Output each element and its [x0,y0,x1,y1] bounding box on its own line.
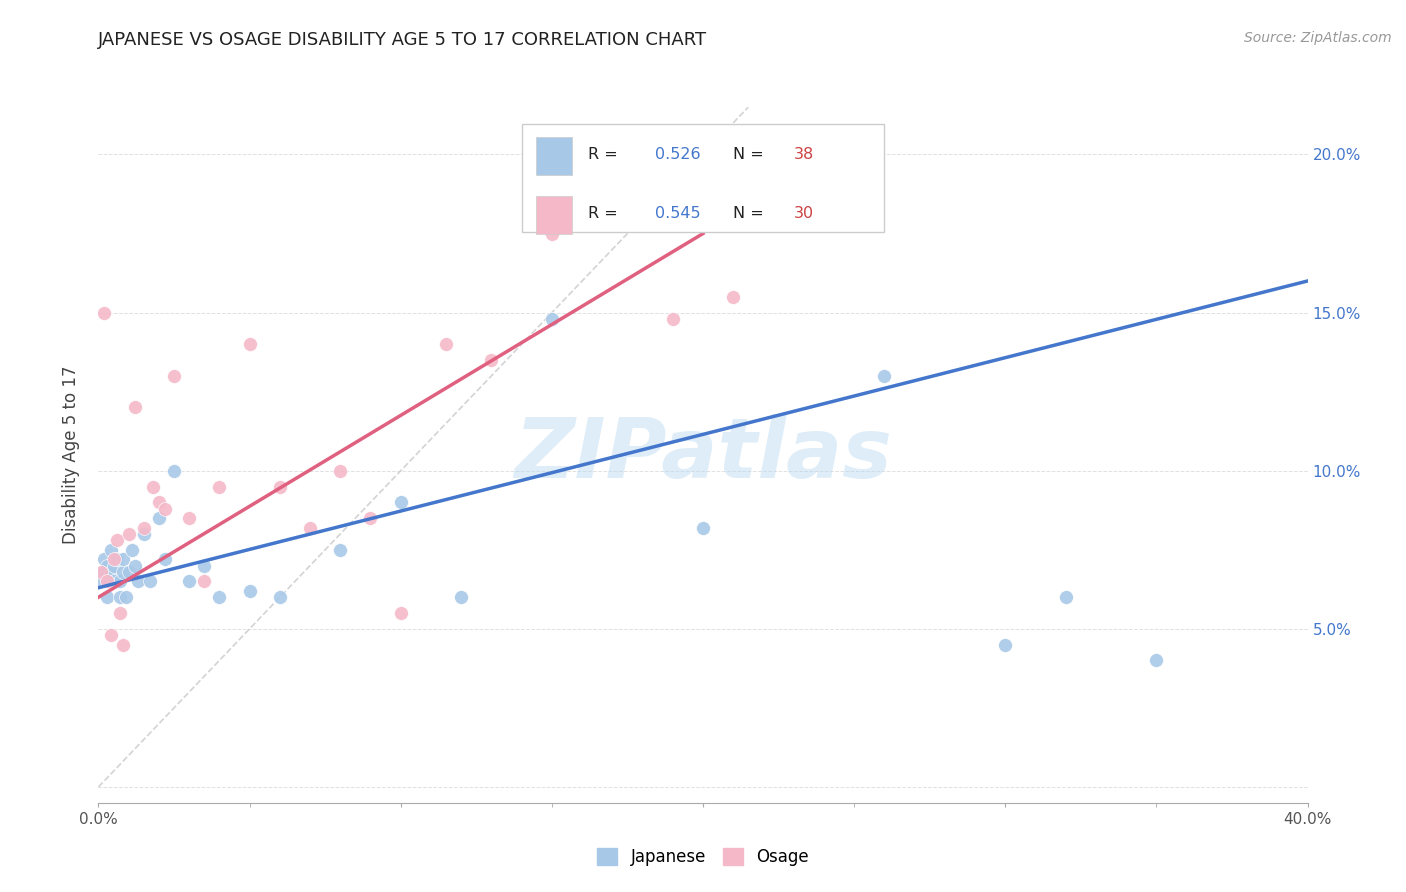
Text: 30: 30 [793,206,814,221]
Text: R =: R = [588,206,623,221]
Text: 0.545: 0.545 [655,206,700,221]
Text: N =: N = [734,206,769,221]
Point [299,521,322,535]
Point [96,591,118,605]
Point [90,565,112,579]
Point [118,527,141,541]
Point [179,511,201,525]
FancyBboxPatch shape [536,196,572,235]
Point [124,401,146,415]
Point [96,558,118,573]
Point [148,511,170,525]
Point [103,552,125,566]
Point [602,194,624,209]
Point [108,574,131,589]
Point [389,495,412,509]
Point [540,227,562,241]
Point [93,565,115,579]
Point [93,552,115,566]
Text: R =: R = [588,147,623,161]
Point [434,337,457,351]
Point [127,574,149,589]
Point [239,583,262,598]
Point [193,574,215,589]
Y-axis label: Disability Age 5 to 17: Disability Age 5 to 17 [62,366,80,544]
Point [96,574,118,589]
Point [100,628,122,642]
Point [103,558,125,573]
Point [450,591,472,605]
Point [269,479,291,493]
Point [329,464,352,478]
Point [360,511,382,525]
Point [540,312,562,326]
Point [142,479,165,493]
Point [193,558,215,573]
Point [100,565,122,579]
Point [114,591,136,605]
Text: 0.526: 0.526 [655,147,700,161]
Point [153,552,176,566]
Point [100,542,122,557]
Text: 38: 38 [793,147,814,161]
FancyBboxPatch shape [522,124,884,232]
Point [269,591,291,605]
Point [163,464,186,478]
Point [111,552,134,566]
Legend: Japanese, Osage: Japanese, Osage [589,840,817,875]
Point [108,591,131,605]
Point [121,542,143,557]
Point [1144,653,1167,667]
Point [103,574,125,589]
Text: Source: ZipAtlas.com: Source: ZipAtlas.com [1244,31,1392,45]
Point [179,574,201,589]
Text: N =: N = [734,147,769,161]
Point [208,591,231,605]
Point [111,565,134,579]
Point [662,312,685,326]
Point [1054,591,1077,605]
Point [148,495,170,509]
FancyBboxPatch shape [536,137,572,175]
Point [105,552,128,566]
Point [239,337,262,351]
Text: JAPANESE VS OSAGE DISABILITY AGE 5 TO 17 CORRELATION CHART: JAPANESE VS OSAGE DISABILITY AGE 5 TO 17… [98,31,707,49]
Point [118,565,141,579]
Point [139,574,162,589]
Point [132,527,155,541]
Point [105,533,128,548]
Point [329,542,352,557]
Point [124,558,146,573]
Point [873,368,896,383]
Point [93,305,115,319]
Point [994,638,1017,652]
Point [723,290,745,304]
Point [389,606,412,620]
Point [208,479,231,493]
Point [153,501,176,516]
Point [481,353,503,368]
Point [90,574,112,589]
Text: ZIPatlas: ZIPatlas [515,415,891,495]
Point [692,521,714,535]
Point [111,638,134,652]
Point [132,521,155,535]
Point [108,606,131,620]
Point [163,368,186,383]
